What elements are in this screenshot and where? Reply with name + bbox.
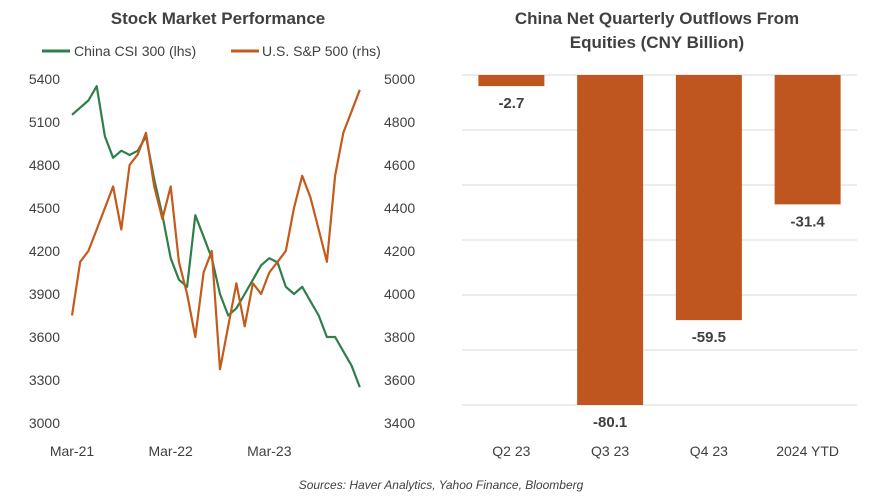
bar-chart-title-line-1: China Net Quarterly Outflows From	[515, 9, 799, 28]
left-y-tick-label: 3900	[29, 286, 60, 302]
bar-series: -2.7 -80.1 -59.5 -31.4	[478, 75, 841, 431]
left-y-tick-label: 3600	[29, 329, 60, 345]
bar-x-tick-label: 2024 YTD	[776, 443, 839, 459]
line-x-axis: Mar-21 Mar-22 Mar-23	[50, 443, 292, 459]
bar-chart-title-line-2: Equities (CNY Billion)	[570, 33, 744, 52]
line-chart-legend: China CSI 300 (lhs) U.S. S&P 500 (rhs)	[42, 43, 381, 59]
us-sp500-line	[70, 89, 361, 371]
line-chart-title: Stock Market Performance	[111, 9, 325, 28]
left-y-tick-label: 5400	[29, 71, 60, 87]
right-y-tick-label: 5000	[384, 71, 415, 87]
bar-x-tick-label: Q2 23	[492, 443, 530, 459]
line-x-tick-label: Mar-21	[50, 443, 95, 459]
right-y-tick-label: 3600	[384, 372, 415, 388]
right-y-axis: 3400 3600 3800 4000 4200 4400 4600 4800 5000	[384, 71, 415, 431]
bar	[577, 75, 644, 405]
legend-label-us: U.S. S&P 500 (rhs)	[262, 43, 381, 59]
right-y-tick-label: 4200	[384, 243, 415, 259]
bar-value-label: -59.5	[692, 329, 726, 346]
right-y-tick-label: 4400	[384, 200, 415, 216]
china-csi300-line	[71, 85, 361, 388]
line-chart: Stock Market Performance China CSI 300 (…	[29, 9, 416, 459]
left-y-tick-label: 3300	[29, 372, 60, 388]
right-y-tick-label: 3800	[384, 329, 415, 345]
bar-x-tick-label: Q3 23	[591, 443, 629, 459]
bar-value-label: -80.1	[593, 414, 627, 431]
line-series-group	[70, 85, 361, 388]
right-y-tick-label: 3400	[384, 415, 415, 431]
legend-label-china: China CSI 300 (lhs)	[74, 43, 196, 59]
right-y-tick-label: 4600	[384, 157, 415, 173]
bar	[478, 75, 545, 87]
left-y-tick-label: 3000	[29, 415, 60, 431]
source-note: Sources: Haver Analytics, Yahoo Finance,…	[299, 478, 584, 492]
bar-x-tick-label: Q4 23	[690, 443, 728, 459]
bar-chart: China Net Quarterly Outflows From Equiti…	[462, 9, 857, 459]
right-y-tick-label: 4800	[384, 114, 415, 130]
right-y-tick-label: 4000	[384, 286, 415, 302]
left-y-tick-label: 4800	[29, 157, 60, 173]
line-x-tick-label: Mar-23	[247, 443, 292, 459]
left-y-tick-label: 4500	[29, 200, 60, 216]
bar	[774, 75, 841, 205]
bar	[675, 75, 742, 321]
bar-value-label: -31.4	[791, 213, 826, 230]
left-y-axis: 3000 3300 3600 3900 4200 4500 4800 5100 5400	[29, 71, 60, 431]
left-y-tick-label: 4200	[29, 243, 60, 259]
left-y-tick-label: 5100	[29, 114, 60, 130]
bar-value-label: -2.7	[498, 95, 524, 112]
bar-x-axis: Q2 23 Q3 23 Q4 23 2024 YTD	[492, 443, 839, 459]
line-x-tick-label: Mar-22	[148, 443, 193, 459]
